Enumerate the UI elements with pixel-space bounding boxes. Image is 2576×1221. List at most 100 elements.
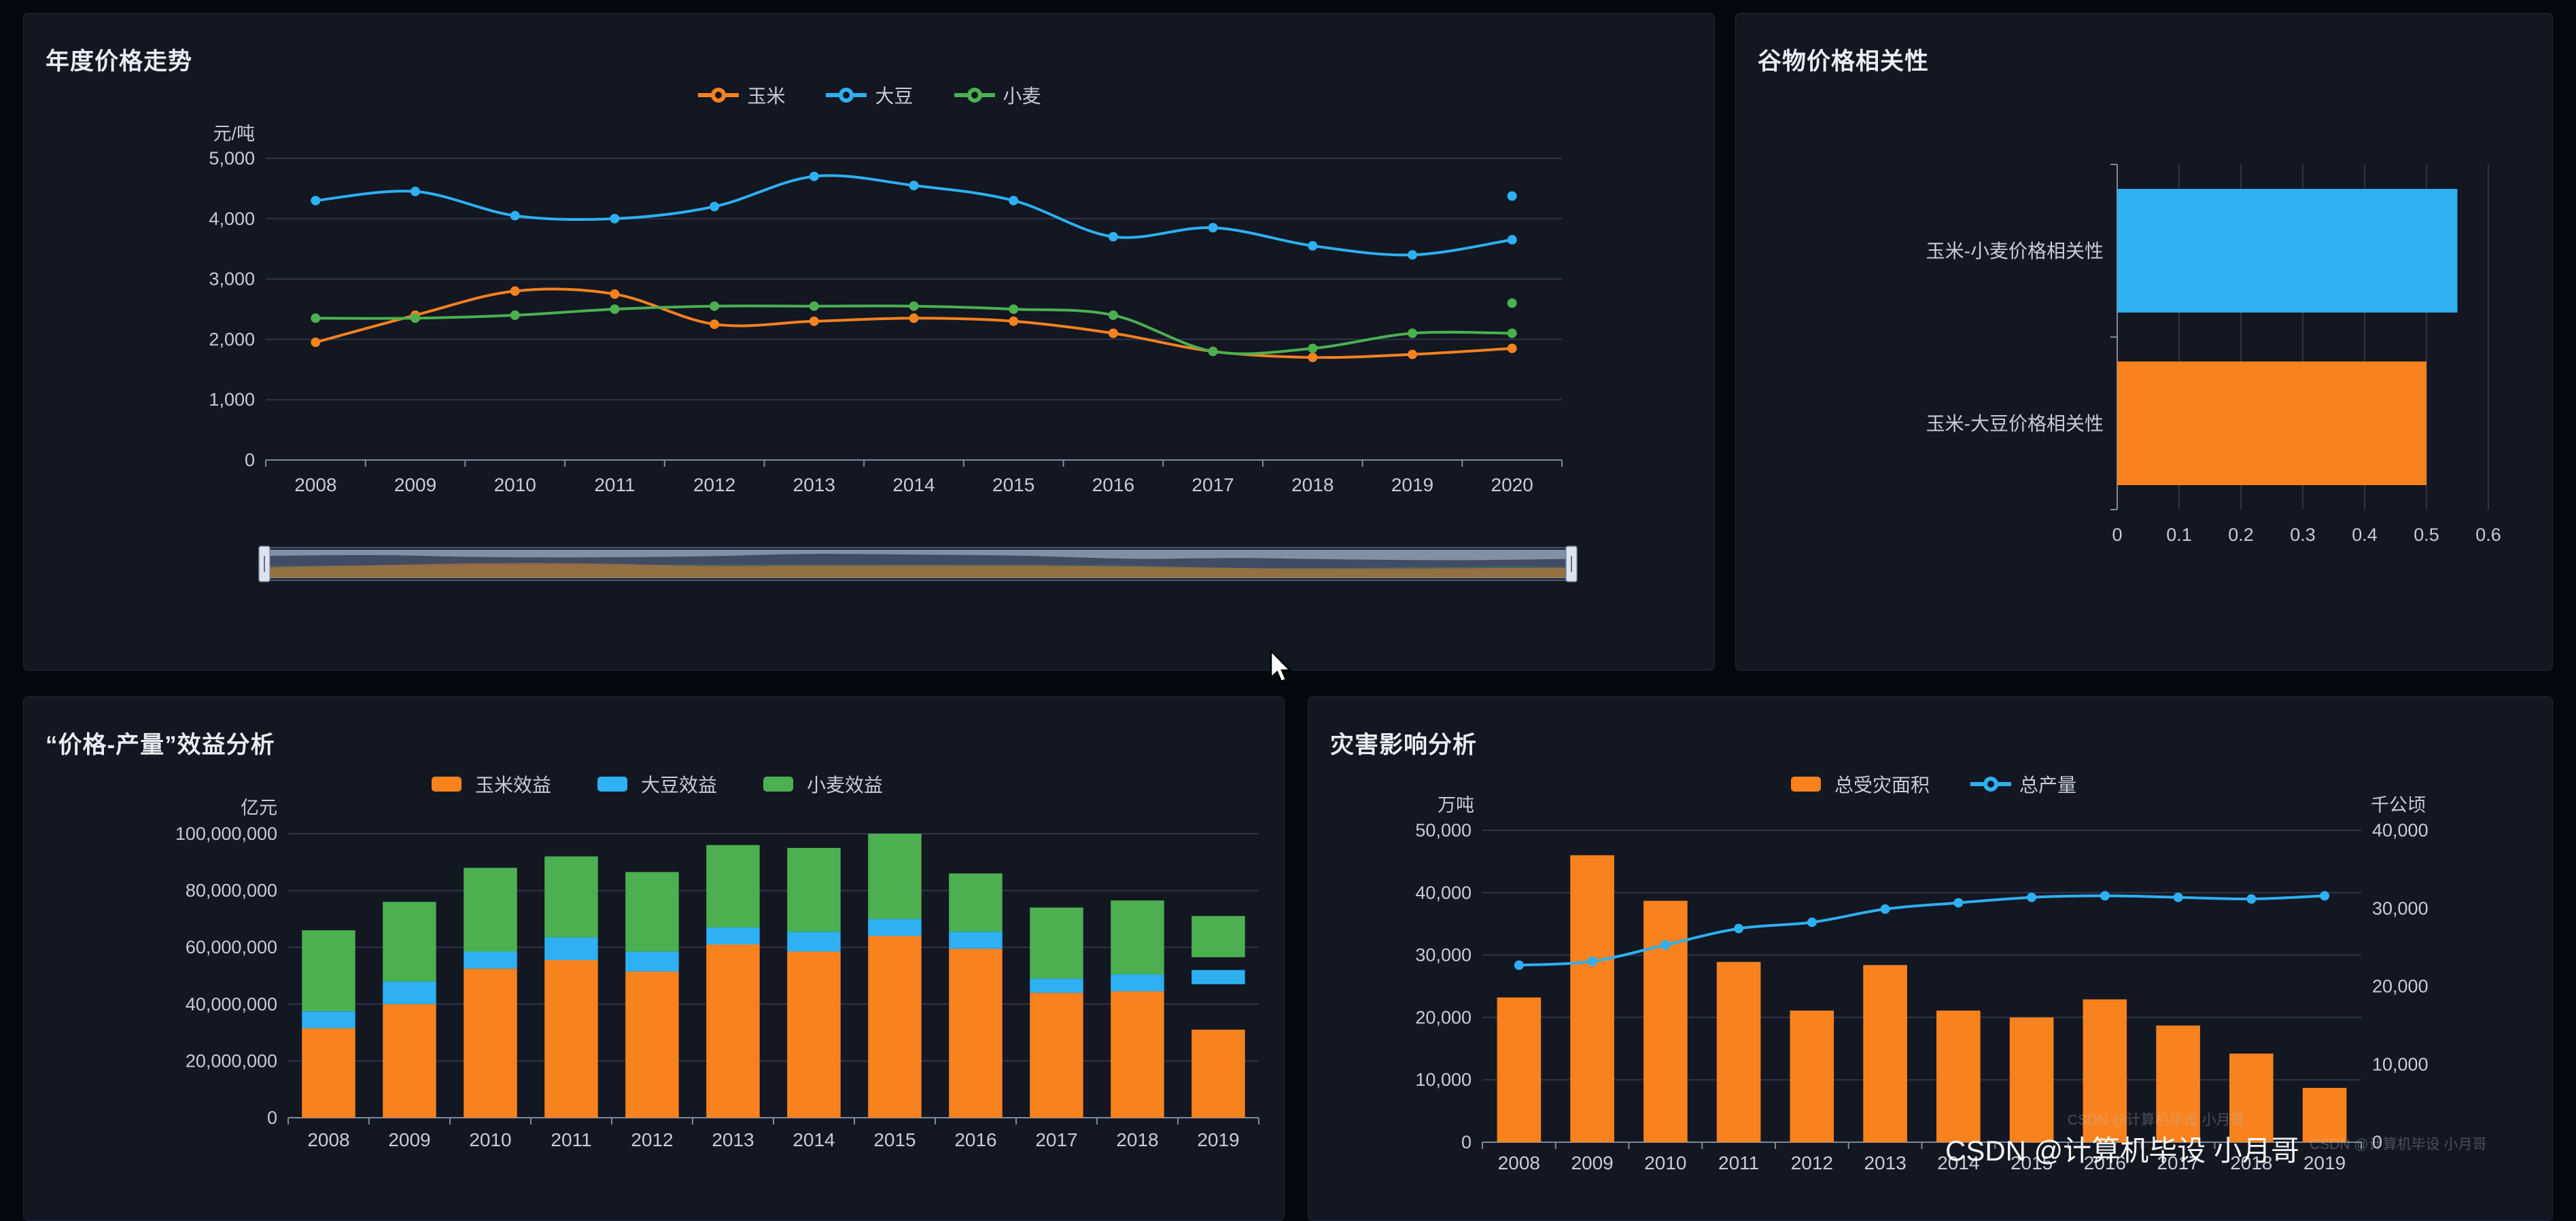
legend-item-wheat[interactable]: 小麦效益 (756, 771, 883, 798)
legend-disaster: 总受灾面积 总产量 (1308, 771, 2552, 798)
svg-text:2012: 2012 (693, 474, 735, 495)
legend-label: 大豆效益 (641, 771, 717, 798)
line-series-legend-icon (953, 85, 996, 105)
bar-series-legend-icon (425, 774, 468, 794)
svg-text:2008: 2008 (294, 474, 336, 495)
bar-series-legend-icon (756, 774, 800, 794)
panel-title-correlation: 谷物价格相关性 (1758, 42, 1929, 77)
svg-text:元/吨: 元/吨 (213, 124, 255, 144)
svg-text:2009: 2009 (394, 474, 436, 495)
svg-text:0.6: 0.6 (2475, 525, 2501, 545)
bar-soybean[interactable] (2117, 189, 2458, 313)
svg-text:20,000: 20,000 (2372, 976, 2429, 997)
svg-text:亿元: 亿元 (241, 798, 277, 818)
svg-text:2010: 2010 (494, 474, 536, 495)
svg-text:2009: 2009 (388, 1129, 430, 1150)
bar-series-legend-icon (1784, 774, 1828, 794)
series-soybean-line[interactable] (1514, 891, 2329, 970)
svg-text:0: 0 (267, 1108, 277, 1128)
svg-text:2019: 2019 (1391, 474, 1433, 495)
datazoom-handle-left[interactable] (259, 546, 270, 582)
svg-text:100,000,000: 100,000,000 (175, 824, 277, 844)
svg-text:2009: 2009 (1571, 1152, 1613, 1173)
svg-text:2013: 2013 (793, 474, 835, 495)
legend-price-trend: 玉米 大豆 小麦 (24, 82, 1714, 109)
svg-text:2015: 2015 (873, 1129, 916, 1150)
series-soybean[interactable] (302, 919, 1245, 1028)
series-wheat[interactable] (302, 834, 1245, 1011)
svg-text:3,000: 3,000 (209, 269, 255, 289)
svg-text:玉米-大豆价格相关性: 玉米-大豆价格相关性 (1926, 413, 2104, 434)
svg-text:30,000: 30,000 (1415, 945, 1472, 966)
svg-text:2019: 2019 (1197, 1129, 1239, 1150)
svg-text:0.2: 0.2 (2228, 525, 2254, 545)
watermark-small: CSDN @计算机毕设 小月哥 (2068, 1109, 2245, 1129)
bar-corn[interactable] (2117, 361, 2426, 485)
legend-item-corn[interactable]: 总受灾面积 (1784, 771, 1930, 798)
legend-label: 玉米效益 (475, 771, 551, 798)
svg-text:2008: 2008 (307, 1129, 349, 1150)
panel-title-benefit: “价格-产量”效益分析 (46, 726, 275, 760)
mouse-cursor (1266, 649, 1295, 687)
svg-text:30,000: 30,000 (2372, 898, 2429, 919)
svg-text:玉米-小麦价格相关性: 玉米-小麦价格相关性 (1926, 241, 2104, 262)
legend-label: 大豆 (875, 82, 913, 109)
legend-item-soybean[interactable]: 大豆效益 (591, 771, 717, 798)
svg-text:1,000: 1,000 (209, 389, 255, 410)
svg-text:0: 0 (2112, 525, 2122, 545)
legend-benefit: 玉米效益 大豆效益 小麦效益 (24, 771, 1284, 798)
legend-label: 玉米 (747, 82, 785, 109)
svg-text:5,000: 5,000 (209, 148, 255, 169)
svg-text:2018: 2018 (1116, 1129, 1158, 1150)
watermark-small: CSDN @计算机毕设 小月哥 (2310, 1133, 2487, 1154)
datazoom-handle-right[interactable] (1566, 546, 1577, 582)
svg-text:万吨: 万吨 (1438, 795, 1474, 815)
svg-text:0: 0 (1461, 1132, 1472, 1152)
svg-text:2012: 2012 (1791, 1152, 1833, 1173)
legend-label: 小麦效益 (807, 771, 883, 798)
panel-title-disaster: 灾害影响分析 (1330, 726, 1477, 760)
bar-series-legend-icon (591, 774, 634, 794)
svg-text:2014: 2014 (793, 1129, 835, 1150)
series-wheat[interactable] (311, 302, 1516, 357)
series-corn[interactable] (311, 286, 1516, 362)
svg-text:40,000: 40,000 (2372, 820, 2429, 840)
svg-text:2013: 2013 (712, 1129, 754, 1150)
svg-text:40,000,000: 40,000,000 (186, 994, 277, 1014)
series-soybean[interactable] (311, 172, 1516, 260)
y-axis: 亿元020,000,00040,000,00060,000,00080,000,… (175, 798, 277, 1128)
legend-item-soybean[interactable]: 大豆 (824, 82, 913, 109)
svg-text:0.1: 0.1 (2166, 525, 2192, 545)
svg-text:2010: 2010 (1644, 1152, 1686, 1173)
svg-text:0.3: 0.3 (2290, 525, 2316, 545)
svg-text:2014: 2014 (892, 474, 935, 495)
line-series-legend-icon (824, 85, 868, 105)
legend-label: 总受灾面积 (1834, 771, 1930, 798)
svg-text:2019: 2019 (2303, 1152, 2346, 1173)
line-series-legend-icon (1969, 774, 2013, 794)
extra-point-wheat (1508, 298, 1517, 308)
svg-text:2020: 2020 (1491, 474, 1533, 495)
legend-item-corn[interactable]: 玉米 (697, 82, 785, 109)
legend-item-wheat[interactable]: 小麦 (953, 82, 1041, 109)
svg-text:20,000,000: 20,000,000 (186, 1050, 277, 1071)
svg-text:20,000: 20,000 (1415, 1007, 1472, 1027)
svg-text:2017: 2017 (1191, 474, 1234, 495)
svg-text:4,000: 4,000 (209, 209, 255, 229)
datazoom-slider[interactable] (259, 546, 1577, 582)
svg-text:60,000,000: 60,000,000 (186, 937, 277, 957)
legend-item-soybean[interactable]: 总产量 (1969, 771, 2076, 798)
svg-text:10,000: 10,000 (2372, 1054, 2429, 1074)
series-corn[interactable] (302, 936, 1245, 1118)
legend-item-corn[interactable]: 玉米效益 (425, 771, 551, 798)
